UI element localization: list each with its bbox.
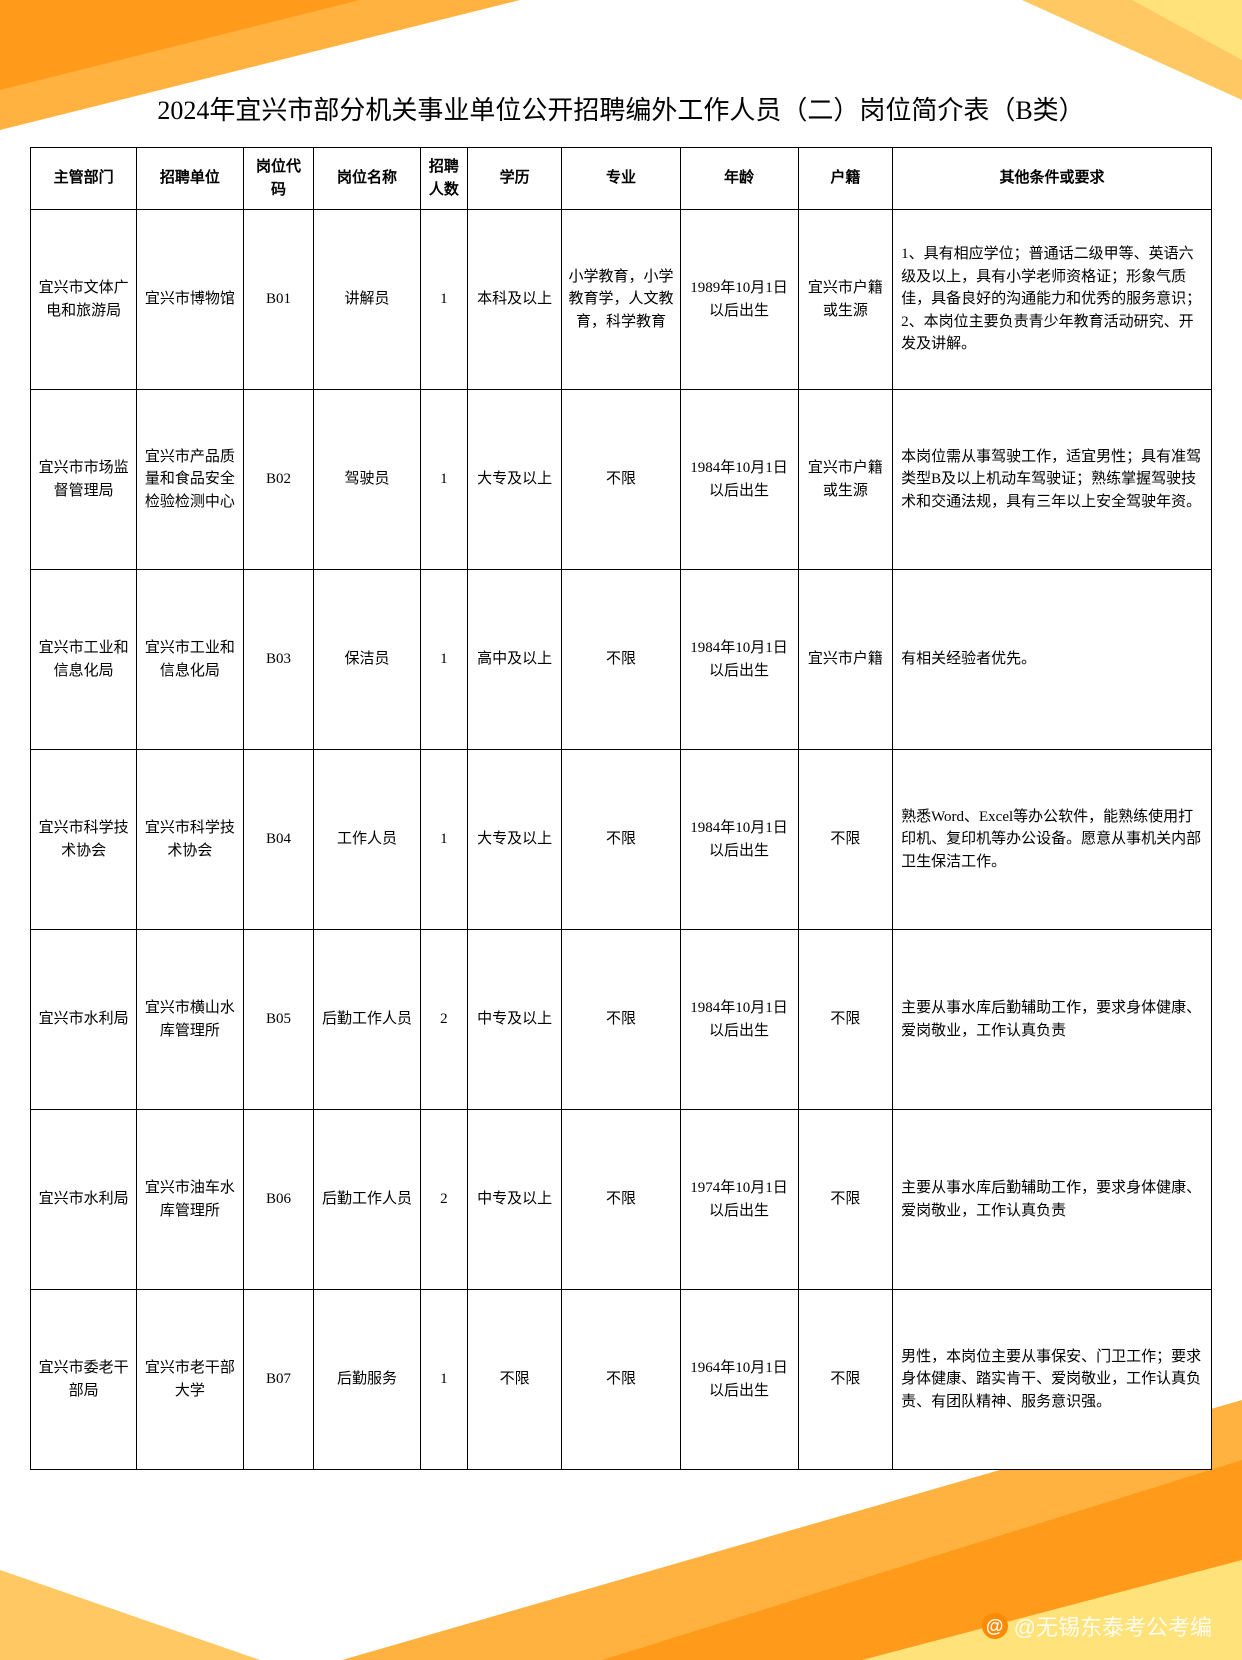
cell-major: 小学教育，小学教育学，人文教育，科学教育 <box>562 210 680 390</box>
cell-dept: 宜兴市水利局 <box>31 930 137 1110</box>
cell-reg: 不限 <box>798 750 892 930</box>
cell-age: 1984年10月1日以后出生 <box>680 570 798 750</box>
cell-unit: 宜兴市油车水库管理所 <box>137 1110 243 1290</box>
cell-dept: 宜兴市科学技术协会 <box>31 750 137 930</box>
cell-count: 1 <box>420 390 467 570</box>
job-table: 主管部门 招聘单位 岗位代码 岗位名称 招聘人数 学历 专业 年龄 户籍 其他条… <box>30 147 1212 1470</box>
cell-major: 不限 <box>562 1290 680 1470</box>
cell-reg: 不限 <box>798 1110 892 1290</box>
cell-major: 不限 <box>562 750 680 930</box>
cell-edu: 中专及以上 <box>467 1110 561 1290</box>
cell-unit: 宜兴市横山水库管理所 <box>137 930 243 1110</box>
cell-code: B03 <box>243 570 314 750</box>
cell-code: B04 <box>243 750 314 930</box>
cell-edu: 大专及以上 <box>467 750 561 930</box>
cell-age: 1974年10月1日以后出生 <box>680 1110 798 1290</box>
table-row: 宜兴市市场监督管理局宜兴市产品质量和食品安全检验检测中心B02驾驶员1大专及以上… <box>31 390 1212 570</box>
col-age: 年龄 <box>680 148 798 210</box>
cell-major: 不限 <box>562 930 680 1110</box>
cell-age: 1984年10月1日以后出生 <box>680 750 798 930</box>
cell-req: 熟悉Word、Excel等办公软件，能熟练使用打印机、复印机等办公设备。愿意从事… <box>893 750 1212 930</box>
cell-major: 不限 <box>562 390 680 570</box>
cell-unit: 宜兴市科学技术协会 <box>137 750 243 930</box>
cell-reg: 不限 <box>798 930 892 1110</box>
table-header-row: 主管部门 招聘单位 岗位代码 岗位名称 招聘人数 学历 专业 年龄 户籍 其他条… <box>31 148 1212 210</box>
cell-age: 1984年10月1日以后出生 <box>680 390 798 570</box>
col-name: 岗位名称 <box>314 148 420 210</box>
cell-req: 男性，本岗位主要从事保安、门卫工作；要求身体健康、踏实肯干、爱岗敬业，工作认真负… <box>893 1290 1212 1470</box>
cell-reg: 不限 <box>798 1290 892 1470</box>
cell-req: 有相关经验者优先。 <box>893 570 1212 750</box>
cell-count: 2 <box>420 1110 467 1290</box>
table-body: 宜兴市文体广电和旅游局宜兴市博物馆B01讲解员1本科及以上小学教育，小学教育学，… <box>31 210 1212 1470</box>
cell-age: 1964年10月1日以后出生 <box>680 1290 798 1470</box>
cell-major: 不限 <box>562 570 680 750</box>
cell-reg: 宜兴市户籍或生源 <box>798 390 892 570</box>
cell-dept: 宜兴市文体广电和旅游局 <box>31 210 137 390</box>
table-row: 宜兴市水利局宜兴市油车水库管理所B06后勤工作人员2中专及以上不限1974年10… <box>31 1110 1212 1290</box>
watermark: @ @无锡东泰考公考编 <box>982 1610 1212 1642</box>
cell-count: 1 <box>420 750 467 930</box>
document-content: 2024年宜兴市部分机关事业单位公开招聘编外工作人员（二）岗位简介表（B类） 主… <box>0 0 1242 1510</box>
cell-unit: 宜兴市工业和信息化局 <box>137 570 243 750</box>
cell-count: 2 <box>420 930 467 1110</box>
table-row: 宜兴市科学技术协会宜兴市科学技术协会B04工作人员1大专及以上不限1984年10… <box>31 750 1212 930</box>
cell-edu: 本科及以上 <box>467 210 561 390</box>
col-unit: 招聘单位 <box>137 148 243 210</box>
cell-age: 1989年10月1日以后出生 <box>680 210 798 390</box>
cell-name: 后勤服务 <box>314 1290 420 1470</box>
cell-dept: 宜兴市工业和信息化局 <box>31 570 137 750</box>
col-req: 其他条件或要求 <box>893 148 1212 210</box>
cell-name: 讲解员 <box>314 210 420 390</box>
cell-name: 后勤工作人员 <box>314 930 420 1110</box>
table-header: 主管部门 招聘单位 岗位代码 岗位名称 招聘人数 学历 专业 年龄 户籍 其他条… <box>31 148 1212 210</box>
cell-dept: 宜兴市水利局 <box>31 1110 137 1290</box>
cell-edu: 高中及以上 <box>467 570 561 750</box>
col-dept: 主管部门 <box>31 148 137 210</box>
cell-dept: 宜兴市市场监督管理局 <box>31 390 137 570</box>
cell-major: 不限 <box>562 1110 680 1290</box>
cell-count: 1 <box>420 1290 467 1470</box>
col-reg: 户籍 <box>798 148 892 210</box>
cell-code: B01 <box>243 210 314 390</box>
cell-edu: 不限 <box>467 1290 561 1470</box>
cell-edu: 中专及以上 <box>467 930 561 1110</box>
cell-age: 1984年10月1日以后出生 <box>680 930 798 1110</box>
cell-code: B02 <box>243 390 314 570</box>
col-edu: 学历 <box>467 148 561 210</box>
cell-unit: 宜兴市老干部大学 <box>137 1290 243 1470</box>
cell-edu: 大专及以上 <box>467 390 561 570</box>
bg-shape-bottom-left <box>0 1540 260 1660</box>
cell-name: 工作人员 <box>314 750 420 930</box>
document-title: 2024年宜兴市部分机关事业单位公开招聘编外工作人员（二）岗位简介表（B类） <box>30 90 1212 127</box>
cell-req: 主要从事水库后勤辅助工作，要求身体健康、爱岗敬业，工作认真负责 <box>893 1110 1212 1290</box>
cell-reg: 宜兴市户籍或生源 <box>798 210 892 390</box>
cell-code: B07 <box>243 1290 314 1470</box>
cell-code: B06 <box>243 1110 314 1290</box>
table-row: 宜兴市委老干部局宜兴市老干部大学B07后勤服务1不限不限1964年10月1日以后… <box>31 1290 1212 1470</box>
cell-name: 驾驶员 <box>314 390 420 570</box>
col-code: 岗位代码 <box>243 148 314 210</box>
cell-code: B05 <box>243 930 314 1110</box>
cell-unit: 宜兴市产品质量和食品安全检验检测中心 <box>137 390 243 570</box>
col-major: 专业 <box>562 148 680 210</box>
cell-name: 后勤工作人员 <box>314 1110 420 1290</box>
cell-dept: 宜兴市委老干部局 <box>31 1290 137 1470</box>
table-row: 宜兴市工业和信息化局宜兴市工业和信息化局B03保洁员1高中及以上不限1984年1… <box>31 570 1212 750</box>
cell-req: 本岗位需从事驾驶工作，适宜男性；具有准驾类型B及以上机动车驾驶证；熟练掌握驾驶技… <box>893 390 1212 570</box>
table-row: 宜兴市水利局宜兴市横山水库管理所B05后勤工作人员2中专及以上不限1984年10… <box>31 930 1212 1110</box>
weibo-icon: @ <box>982 1613 1008 1639</box>
col-count: 招聘人数 <box>420 148 467 210</box>
cell-count: 1 <box>420 570 467 750</box>
watermark-text: @无锡东泰考公考编 <box>1014 1610 1212 1642</box>
cell-reg: 宜兴市户籍 <box>798 570 892 750</box>
table-row: 宜兴市文体广电和旅游局宜兴市博物馆B01讲解员1本科及以上小学教育，小学教育学，… <box>31 210 1212 390</box>
cell-name: 保洁员 <box>314 570 420 750</box>
cell-unit: 宜兴市博物馆 <box>137 210 243 390</box>
cell-req: 主要从事水库后勤辅助工作，要求身体健康、爱岗敬业，工作认真负责 <box>893 930 1212 1110</box>
cell-count: 1 <box>420 210 467 390</box>
cell-req: 1、具有相应学位；普通话二级甲等、英语六级及以上，具有小学老师资格证；形象气质佳… <box>893 210 1212 390</box>
